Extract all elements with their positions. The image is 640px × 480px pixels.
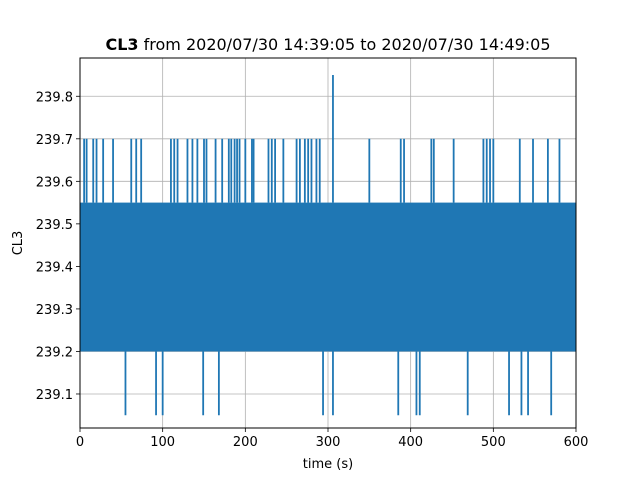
x-tick-label: 300 (316, 435, 341, 450)
x-tick-label: 500 (481, 435, 506, 450)
y-tick-label: 239.8 (36, 90, 73, 105)
y-tick-label: 239.5 (36, 218, 73, 233)
y-ticks: 239.1 239.2 239.3 239.4 239.5 239.6 239.7 239.8 (36, 90, 80, 403)
title-bold: CL3 (105, 35, 138, 54)
x-ticks: 0 100 200 300 400 500 600 (76, 428, 589, 450)
y-tick-label: 239.4 (36, 260, 73, 275)
data-band (80, 202, 576, 352)
x-tick-label: 0 (76, 435, 84, 450)
y-axis-label: CL3 (11, 231, 26, 256)
y-tick-label: 239.7 (36, 133, 73, 148)
x-tick-label: 600 (564, 435, 589, 450)
title-rest: from 2020/07/30 14:39:05 to 2020/07/30 1… (139, 35, 551, 54)
x-tick-label: 400 (398, 435, 423, 450)
y-tick-label: 239.1 (36, 388, 73, 403)
data-layer (80, 75, 576, 416)
x-tick-label: 200 (233, 435, 258, 450)
chart-title: CL3 from 2020/07/30 14:39:05 to 2020/07/… (105, 35, 550, 54)
y-tick-label: 239.6 (36, 175, 73, 190)
x-tick-label: 100 (150, 435, 175, 450)
y-tick-label: 239.3 (36, 303, 73, 318)
y-tick-label: 239.2 (36, 345, 73, 360)
x-axis-label: time (s) (303, 457, 353, 472)
